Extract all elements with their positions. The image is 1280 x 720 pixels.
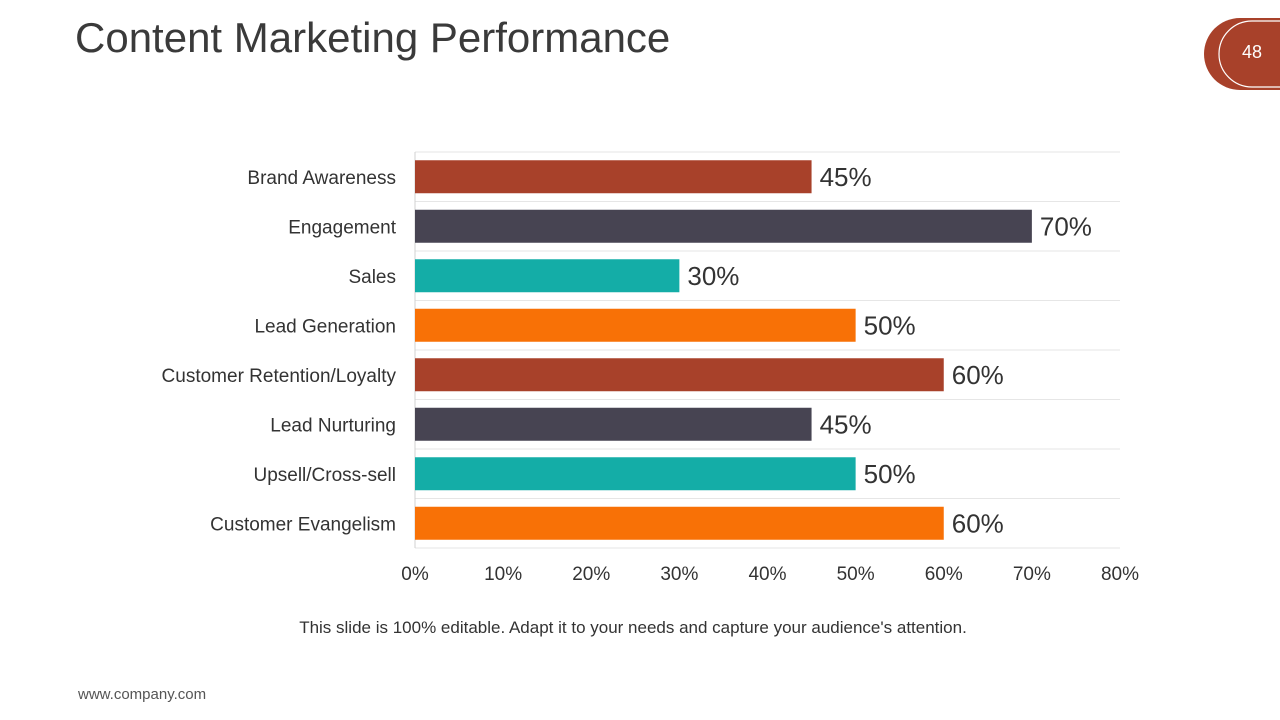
data-label: 70% xyxy=(1040,211,1092,241)
category-label: Lead Generation xyxy=(254,316,396,337)
category-label: Customer Retention/Loyalty xyxy=(162,366,397,387)
category-labels: Brand Awareness Engagement Sales Lead Gener… xyxy=(162,168,397,536)
footer-url: www.company.com xyxy=(78,686,207,703)
data-label: 50% xyxy=(864,459,916,489)
category-label: Sales xyxy=(348,267,396,288)
x-tick-label: 50% xyxy=(837,564,875,585)
x-axis-ticks: 0% 10% 20% 30% 40% 50% 60% 70% 80% xyxy=(401,564,1139,585)
bar xyxy=(415,457,856,491)
data-label: 50% xyxy=(864,310,916,340)
category-label: Engagement xyxy=(288,217,396,238)
bar xyxy=(415,308,856,342)
bar xyxy=(415,506,944,540)
bar xyxy=(415,209,1032,243)
badge-shape xyxy=(1204,18,1280,90)
value-labels: 45% 70% 30% 50% 60% 45% 50% 60% xyxy=(687,162,1092,539)
page-title: Content Marketing Performance xyxy=(75,14,671,61)
x-tick-label: 30% xyxy=(660,564,698,585)
category-label: Brand Awareness xyxy=(247,168,396,189)
data-label: 45% xyxy=(820,409,872,439)
chart-bars xyxy=(415,160,1032,540)
bar xyxy=(415,259,680,293)
data-label: 30% xyxy=(687,261,739,291)
slide-caption: This slide is 100% editable. Adapt it to… xyxy=(299,618,967,637)
bar-chart: Brand Awareness Engagement Sales Lead Gener… xyxy=(162,151,1139,585)
x-tick-label: 60% xyxy=(925,564,963,585)
category-label: Customer Evangelism xyxy=(210,514,396,535)
category-label: Lead Nurturing xyxy=(270,415,396,436)
badge-ring xyxy=(1218,20,1280,88)
data-label: 45% xyxy=(820,162,872,192)
x-tick-label: 20% xyxy=(572,564,610,585)
x-tick-label: 0% xyxy=(401,564,429,585)
x-tick-label: 10% xyxy=(484,564,522,585)
page-number: 48 xyxy=(1241,42,1263,62)
page-number-badge xyxy=(1204,18,1280,90)
bar xyxy=(415,160,812,194)
bar xyxy=(415,358,944,392)
data-label: 60% xyxy=(952,508,1004,538)
x-tick-label: 80% xyxy=(1101,564,1139,585)
x-tick-label: 40% xyxy=(748,564,786,585)
data-label: 60% xyxy=(952,360,1004,390)
x-tick-label: 70% xyxy=(1013,564,1051,585)
bar xyxy=(415,407,812,441)
category-label: Upsell/Cross-sell xyxy=(253,465,396,486)
